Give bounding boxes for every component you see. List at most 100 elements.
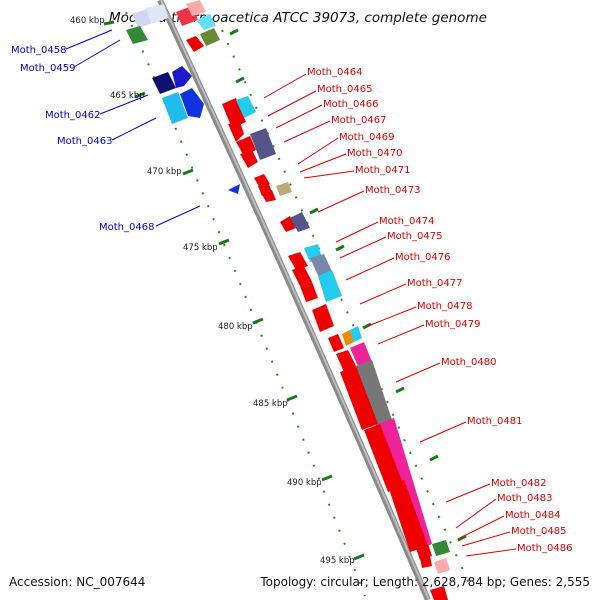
kbp-tick-labels: 460 kbp 465 kbp 470 kbp 475 kbp 480 kbp … — [70, 16, 355, 566]
leader-moth-0465 — [267, 90, 317, 117]
tick-label-475: 475 kbp — [183, 243, 218, 253]
accession-text: Accession: NC_007644 — [9, 575, 145, 589]
leader-moth-0482 — [445, 483, 491, 503]
leader-moth-0483 — [455, 498, 497, 529]
outer-tick-mark — [335, 244, 345, 252]
gene-moth-0477 — [300, 282, 318, 302]
left-gene-labels: Moth_0458 Moth_0459 Moth_0462 Moth_0463 … — [11, 29, 201, 233]
gene-moth-0467-b — [250, 128, 276, 160]
label-moth-0470: Moth_0470 — [347, 148, 402, 159]
label-moth-0476: Moth_0476 — [395, 252, 450, 263]
gene-moth-0479-c — [328, 334, 344, 352]
label-moth-0481: Moth_0481 — [467, 416, 522, 427]
outer-tick-mark — [235, 76, 245, 84]
leader-moth-0477 — [359, 283, 407, 305]
leader-moth-0458 — [65, 29, 113, 50]
tick-mark-480 — [252, 317, 264, 325]
tick-mark-465 — [134, 91, 146, 99]
leader-moth-0486 — [465, 548, 517, 557]
right-gene-features — [176, 0, 450, 600]
label-moth-0480: Moth_0480 — [441, 357, 496, 368]
gene-moth-0480-red-a — [336, 350, 356, 372]
gene-moth-0480-red-b — [340, 366, 378, 430]
gene-moth-0464 — [222, 98, 246, 128]
label-moth-0482: Moth_0482 — [491, 478, 546, 489]
label-moth-0484: Moth_0484 — [505, 510, 560, 521]
tick-mark-490 — [321, 474, 333, 482]
gene-moth-0469 — [240, 150, 258, 168]
gene-moth-0465 — [236, 96, 256, 118]
gene-moth-0475-b — [288, 252, 308, 270]
gene-moth-0482 — [432, 540, 450, 556]
gene-moth-0462-b — [172, 66, 192, 88]
label-moth-0478: Moth_0478 — [417, 301, 472, 312]
leader-moth-0481 — [419, 421, 467, 443]
tick-label-480: 480 kbp — [218, 322, 253, 332]
label-moth-0479: Moth_0479 — [425, 319, 480, 330]
gene-moth-0481-red-a — [364, 424, 404, 492]
label-moth-0486: Moth_0486 — [517, 543, 572, 554]
tick-label-460: 460 kbp — [70, 16, 105, 26]
leader-moth-0479 — [377, 324, 425, 345]
right-gene-labels — [263, 73, 517, 557]
gene-moth-0474-b — [290, 212, 310, 232]
genome-backbone-highlight — [160, 0, 430, 600]
gene-moth-0476-c — [318, 270, 342, 302]
gene-moth-0479-a — [342, 330, 354, 346]
leader-moth-0470 — [299, 153, 347, 173]
gene-moth-0463-b — [180, 88, 204, 118]
outer-tick-mark — [457, 534, 467, 542]
gene-moth-0483 — [416, 544, 432, 560]
gene-moth-0468 — [228, 184, 240, 194]
gene-moth-0473 — [262, 190, 276, 202]
topology-text: Topology: circular; Length: 2,628,784 bp… — [259, 575, 590, 589]
leader-moth-0485 — [461, 531, 511, 547]
leader-moth-0467 — [283, 120, 331, 143]
label-moth-0469: Moth_0469 — [339, 132, 394, 143]
outer-tick-mark — [395, 386, 405, 394]
leader-moth-0463 — [111, 117, 157, 141]
tick-label-470: 470 kbp — [147, 167, 182, 177]
label-moth-0473: Moth_0473 — [365, 185, 420, 196]
label-moth-0466: Moth_0466 — [323, 99, 378, 110]
label-moth-0462: Moth_0462 — [45, 110, 100, 121]
label-moth-0485: Moth_0485 — [511, 526, 566, 537]
gene-top-pink — [186, 0, 206, 16]
outer-tick-mark — [309, 207, 319, 215]
leader-moth-0469 — [297, 137, 339, 165]
outer-tick-mark — [362, 322, 372, 330]
right-gene-label-texts: Moth_0464 Moth_0465 Moth_0466 Moth_0467 … — [307, 67, 572, 554]
genome-backbone — [157, 0, 431, 600]
leader-moth-0484 — [459, 515, 505, 539]
gene-moth-0478 — [312, 304, 334, 332]
label-moth-0483: Moth_0483 — [497, 493, 552, 504]
gene-moth-0459 — [126, 26, 148, 44]
label-moth-0475: Moth_0475 — [387, 231, 442, 242]
label-moth-0459: Moth_0459 — [20, 63, 75, 74]
tick-label-485: 485 kbp — [253, 399, 288, 409]
gene-moth-0480-grey — [356, 360, 392, 426]
label-moth-0465: Moth_0465 — [317, 84, 372, 95]
outer-tick-mark — [429, 454, 439, 462]
label-moth-0477: Moth_0477 — [407, 278, 462, 289]
gene-moth-0462-a — [152, 72, 176, 94]
leader-moth-0478 — [367, 306, 417, 327]
tick-mark-475 — [218, 238, 230, 246]
gene-moth-0471 — [276, 182, 292, 196]
leader-moth-0474 — [335, 221, 379, 243]
kbp-tick-marks — [103, 20, 365, 561]
tick-mark-485 — [286, 394, 298, 402]
label-moth-0464: Moth_0464 — [307, 67, 362, 78]
gene-moth-0479-b — [350, 326, 362, 342]
gene-moth-0485 — [434, 558, 450, 574]
left-gene-features — [126, 4, 240, 194]
tick-mark-460 — [103, 20, 115, 26]
leader-moth-0473 — [317, 190, 365, 213]
gene-moth-0481-red-b — [388, 480, 428, 552]
label-moth-0463: Moth_0463 — [57, 136, 112, 147]
label-moth-0467: Moth_0467 — [331, 115, 386, 126]
gene-moth-0486 — [430, 586, 448, 600]
leader-moth-0480 — [395, 362, 441, 383]
tick-label-495: 495 kbp — [320, 556, 355, 566]
